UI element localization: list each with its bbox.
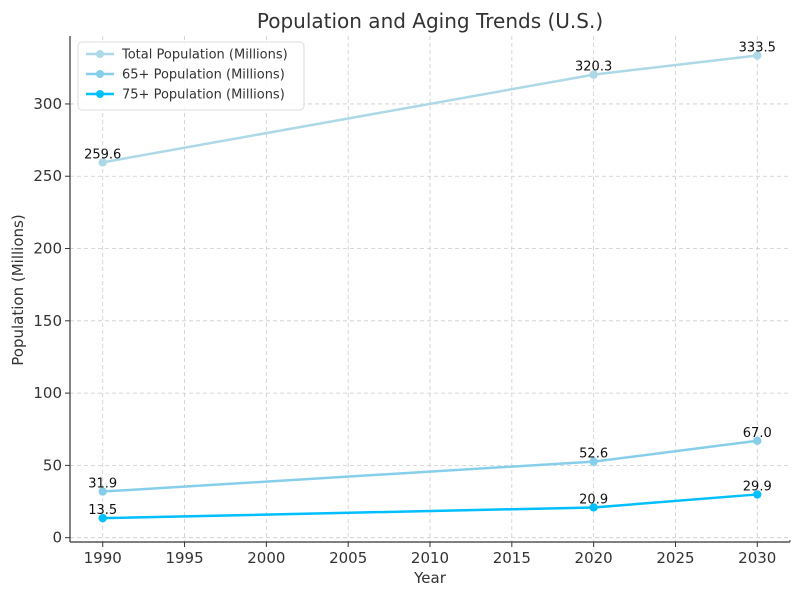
x-axis-label: Year — [413, 569, 447, 587]
x-tick-label: 2010 — [411, 549, 449, 567]
data-point — [589, 457, 598, 466]
data-point — [753, 436, 762, 445]
data-label: 52.6 — [579, 447, 608, 462]
data-labels: 259.6 320.3 333.5 31.9 52.6 67.0 13.5 20.9 29.9 — [84, 41, 776, 519]
grid — [70, 36, 790, 542]
legend-swatch-marker — [96, 50, 104, 58]
legend-entry: 75+ Population (Millions) — [122, 88, 285, 103]
y-tick-label: 250 — [33, 167, 62, 185]
x-tick-label: 2000 — [247, 549, 285, 567]
legend-entry: Total Population (Millions) — [121, 48, 288, 63]
y-tick-label: 150 — [33, 312, 62, 330]
legend-box — [77, 41, 305, 111]
x-tick-label: 1990 — [84, 549, 122, 567]
data-label: 29.9 — [743, 479, 772, 494]
y-tick-label: 300 — [33, 95, 62, 113]
chart-title: Population and Aging Trends (U.S.) — [257, 9, 603, 33]
data-label: 13.5 — [88, 503, 117, 518]
x-tick-label: 2015 — [493, 549, 531, 567]
data-label: 320.3 — [575, 60, 612, 75]
data-label: 20.9 — [579, 492, 608, 507]
data-point — [753, 51, 762, 60]
x-tick-label: 2005 — [329, 549, 367, 567]
data-label: 333.5 — [739, 41, 776, 56]
y-axis-label: Population (Millions) — [9, 214, 27, 365]
data-point — [753, 490, 762, 499]
legend-swatch-marker — [96, 70, 104, 78]
x-tick-label: 2020 — [575, 549, 613, 567]
data-point — [98, 487, 107, 496]
y-tick-label: 100 — [33, 384, 62, 402]
data-point — [98, 158, 107, 167]
x-tick-label: 2030 — [738, 549, 776, 567]
legend-swatch-marker — [96, 90, 104, 98]
y-tick-label: 50 — [43, 456, 62, 474]
x-tick-label: 1995 — [165, 549, 203, 567]
data-label: 259.6 — [84, 147, 121, 162]
legend: Total Population (Millions) 65+ Populatio… — [77, 41, 305, 111]
series — [98, 51, 762, 523]
axes: 1990 1995 2000 2005 2010 2015 2020 2025 2030 0 50 1… — [33, 36, 791, 567]
x-tick-label: 2025 — [656, 549, 694, 567]
data-point — [589, 70, 598, 79]
data-label: 67.0 — [743, 426, 772, 441]
y-tick-label: 0 — [52, 529, 62, 547]
legend-entry: 65+ Population (Millions) — [122, 68, 285, 83]
y-tick-label: 200 — [33, 240, 62, 258]
data-point — [589, 503, 598, 512]
data-label: 31.9 — [88, 477, 117, 492]
data-point — [98, 513, 107, 523]
